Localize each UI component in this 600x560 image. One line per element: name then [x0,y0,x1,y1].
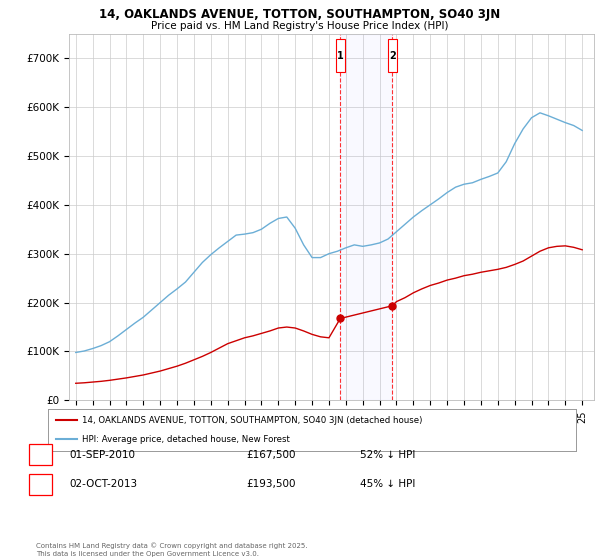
Text: 2: 2 [37,479,44,489]
Text: 14, OAKLANDS AVENUE, TOTTON, SOUTHAMPTON, SO40 3JN: 14, OAKLANDS AVENUE, TOTTON, SOUTHAMPTON… [100,8,500,21]
Text: £167,500: £167,500 [246,450,296,460]
Text: 14, OAKLANDS AVENUE, TOTTON, SOUTHAMPTON, SO40 3JN (detached house): 14, OAKLANDS AVENUE, TOTTON, SOUTHAMPTON… [82,416,422,424]
Text: 02-OCT-2013: 02-OCT-2013 [69,479,137,489]
Text: Price paid vs. HM Land Registry's House Price Index (HPI): Price paid vs. HM Land Registry's House … [151,21,449,31]
Text: 01-SEP-2010: 01-SEP-2010 [69,450,135,460]
Text: 1: 1 [337,50,344,60]
Text: 45% ↓ HPI: 45% ↓ HPI [360,479,415,489]
Bar [340,34,392,400]
FancyBboxPatch shape [388,39,397,72]
FancyBboxPatch shape [335,39,345,72]
Text: £193,500: £193,500 [246,479,296,489]
Text: 2: 2 [389,50,395,60]
Text: HPI: Average price, detached house, New Forest: HPI: Average price, detached house, New … [82,435,290,444]
Text: Contains HM Land Registry data © Crown copyright and database right 2025.
This d: Contains HM Land Registry data © Crown c… [36,543,308,557]
Text: 52% ↓ HPI: 52% ↓ HPI [360,450,415,460]
Text: 1: 1 [37,450,44,460]
